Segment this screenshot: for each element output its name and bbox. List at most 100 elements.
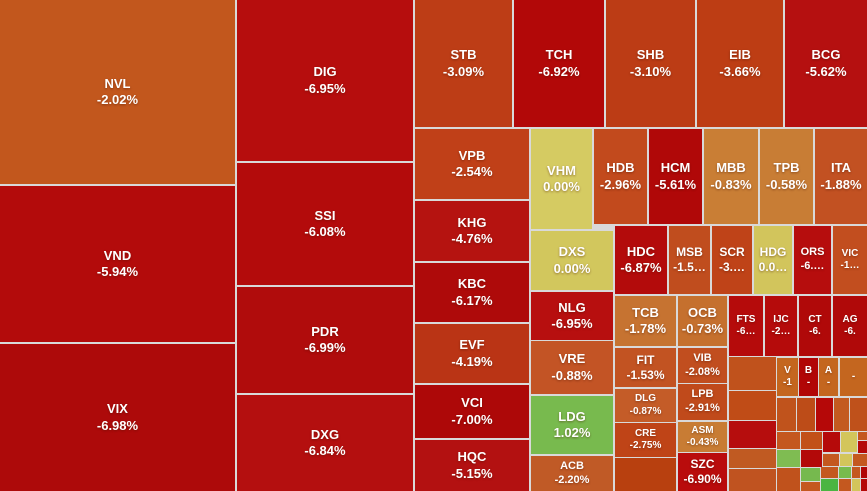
tile-NLG[interactable]: NLG -6.95% [531,292,613,340]
tile-VIB[interactable]: VIB -2.08% [678,348,727,383]
tile-SSI[interactable]: SSI -6.08% [237,163,413,285]
tile-ASM[interactable]: ASM -0.43% [678,422,727,452]
tile-VHM[interactable]: VHM 0.00% [531,129,592,229]
tile-VCI[interactable]: VCI -7.00% [415,385,529,438]
micro-tile[interactable] [861,479,867,491]
tile-DXG[interactable]: DXG -6.84% [237,395,413,491]
change-label: -0.58% [765,176,808,192]
tile-ACB[interactable]: ACB -2.20% [531,456,613,491]
tile-TCH[interactable]: TCH -6.92% [514,0,604,127]
tile-KBC[interactable]: KBC -6.17% [415,263,529,322]
tile-IJC[interactable]: IJC -2… [765,296,797,356]
tile-B[interactable]: B- [799,358,818,396]
tile-VND[interactable]: VND -5.94% [0,186,235,342]
micro-tile[interactable] [823,432,840,452]
change-label: -6.95% [304,80,346,96]
micro-tile[interactable] [816,398,833,431]
tile-HDG[interactable]: HDG 0.0… [754,226,792,294]
tile-unlabeled[interactable]: - [840,358,867,396]
tile-PDR[interactable]: PDR -6.99% [237,287,413,393]
change-label: - [806,377,811,388]
tile-DXS[interactable]: DXS 0.00% [531,231,613,290]
micro-tile[interactable] [840,454,852,466]
tile-MSB[interactable]: MSB -1.5… [669,226,710,294]
tile-STB[interactable]: STB -3.09% [415,0,512,127]
change-label: -0.83% [710,176,752,192]
micro-tile[interactable] [839,479,851,491]
tile-HDB[interactable]: HDB -2.96% [594,129,647,224]
tile-SCR[interactable]: SCR -3.… [712,226,752,294]
micro-tile[interactable] [852,467,860,478]
tile-SHB[interactable]: SHB -3.10% [606,0,695,127]
micro-tile[interactable] [834,398,849,431]
tile-VIC[interactable]: VIC -1… [833,226,867,294]
ticker-label: DLG [634,393,657,404]
micro-tile[interactable] [777,432,800,449]
change-label: - [851,370,856,382]
micro-tile[interactable] [858,441,867,453]
tile-SZC[interactable]: SZC -6.90% [678,453,727,491]
micro-tile[interactable] [777,450,800,467]
micro-tile[interactable] [777,398,796,431]
tile-VIX[interactable]: VIX -6.98% [0,344,235,491]
ticker-label: SCR [719,245,745,259]
ticker-label: VIC [841,247,859,259]
tile-ITA[interactable]: ITA -1.88% [815,129,867,224]
tile-OCB[interactable]: OCB -0.73% [678,296,727,346]
tile-EIB[interactable]: EIB -3.66% [697,0,783,127]
tile-CT[interactable]: CT -6. [799,296,831,356]
micro-tile[interactable] [850,398,867,431]
micro-tile[interactable] [729,469,776,491]
micro-tile[interactable] [729,357,776,390]
tile-TCB[interactable]: TCB -1.78% [615,296,676,346]
tile-EVF[interactable]: EVF -4.19% [415,324,529,383]
micro-tile[interactable] [841,432,857,452]
micro-tile[interactable] [839,467,851,478]
tile-MBB[interactable]: MBB -0.83% [704,129,758,224]
change-label: -6.98% [96,417,139,433]
micro-tile[interactable] [853,454,867,466]
micro-tile[interactable] [821,467,838,478]
micro-tile[interactable] [858,432,867,440]
micro-tile[interactable] [777,468,800,491]
tile-HCM[interactable]: HCM -5.61% [649,129,702,224]
tile-DIG[interactable]: DIG -6.95% [237,0,413,161]
tile-LPB[interactable]: LPB -2.91% [678,384,727,420]
change-label: -1 [783,377,792,388]
micro-tile[interactable] [861,467,867,478]
ticker-label: TPB [773,160,800,176]
tile-FTS[interactable]: FTS -6… [729,296,763,356]
micro-tile[interactable] [801,482,820,491]
tile-FIT[interactable]: FIT -1.53% [615,348,676,387]
tile-NVL[interactable]: NVL -2.02% [0,0,235,184]
micro-tile[interactable] [801,468,820,481]
tile-AG[interactable]: AG -6. [833,296,867,356]
change-label: -6.17% [451,292,493,308]
tile-HDC[interactable]: HDC -6.87% [615,226,667,294]
tile-A[interactable]: A- [819,358,838,396]
tile-TPB[interactable]: TPB -0.58% [760,129,813,224]
tile-CRE[interactable]: CRE -2.75% [615,423,676,457]
ticker-label: IJC [773,313,789,325]
micro-tile[interactable] [797,398,815,431]
micro-tile[interactable] [821,479,838,491]
tile-ORS[interactable]: ORS -6.… [794,226,831,294]
change-label: -0.87% [629,405,662,417]
micro-tile[interactable] [852,479,860,491]
micro-tile[interactable] [801,450,822,467]
micro-tile[interactable] [801,432,822,449]
micro-tile[interactable] [729,421,776,448]
tile-KHG[interactable]: KHG -4.76% [415,201,529,261]
tile-BCG[interactable]: BCG -5.62% [785,0,867,127]
tile-VRE[interactable]: VRE -0.88% [531,341,613,394]
micro-tile[interactable] [729,391,776,420]
tile-LDG[interactable]: LDG 1.02% [531,396,613,454]
micro-tile[interactable] [729,449,776,468]
tile-HQC[interactable]: HQC -5.15% [415,440,529,491]
ticker-label: CT [808,313,822,325]
micro-tile[interactable] [615,458,676,491]
tile-VPB[interactable]: VPB -2.54% [415,129,529,199]
micro-tile[interactable] [823,454,839,466]
tile-DLG[interactable]: DLG -0.87% [615,389,676,422]
tile-V[interactable]: V -1 [777,358,798,396]
